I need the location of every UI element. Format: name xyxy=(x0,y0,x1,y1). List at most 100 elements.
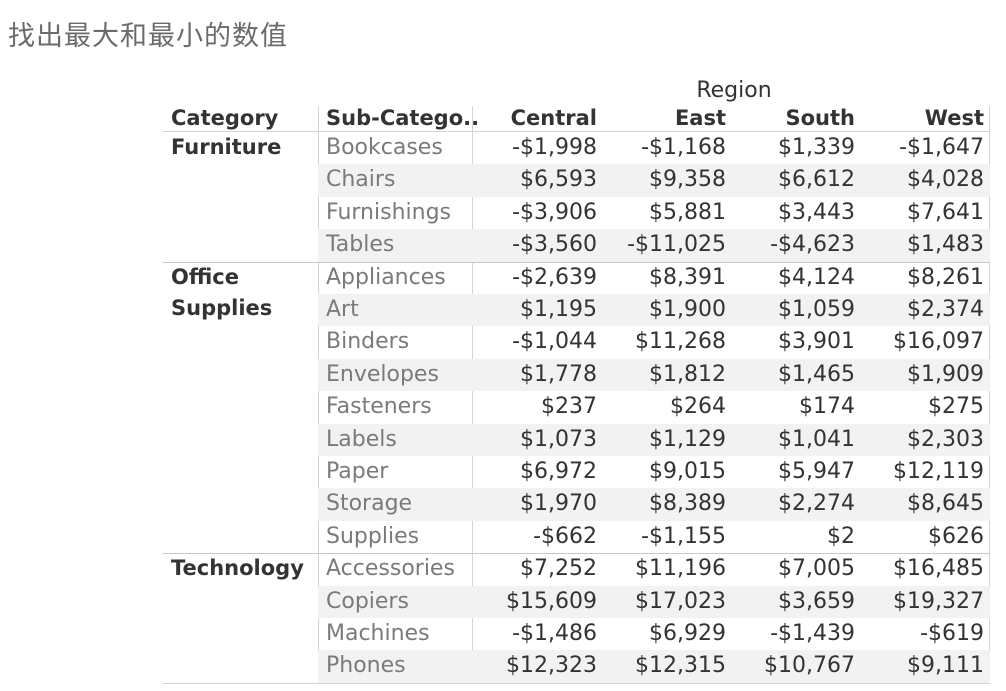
south-value-cell[interactable]: -$4,623 xyxy=(770,232,855,258)
central-value-cell[interactable]: $6,593 xyxy=(520,167,597,193)
west-value-cell[interactable]: -$1,647 xyxy=(899,135,984,160)
west-value-cell[interactable]: $275 xyxy=(928,394,984,420)
south-value-cell[interactable]: $6,612 xyxy=(778,167,855,193)
west-value-cell[interactable]: $19,327 xyxy=(893,588,984,614)
east-value-cell[interactable]: $1,900 xyxy=(649,297,726,322)
south-value-cell[interactable]: $1,041 xyxy=(778,426,855,452)
subcategory-cell[interactable]: Storage xyxy=(326,491,413,517)
west-value-cell[interactable]: $4,028 xyxy=(907,167,984,193)
table-row[interactable]: Accessories $7,252 $11,196 $7,005 $16,485 xyxy=(163,553,990,585)
subcategory-cell[interactable]: Envelopes xyxy=(326,361,439,387)
central-value-cell[interactable]: -$662 xyxy=(533,523,597,549)
table-row[interactable]: Phones $12,323 $12,315 $10,767 $9,111 xyxy=(163,650,990,683)
subcategory-cell[interactable]: Fasteners xyxy=(326,394,432,420)
header-subcategory[interactable]: Sub-Catego.. xyxy=(326,106,480,130)
east-value-cell[interactable]: $6,929 xyxy=(649,621,726,646)
central-value-cell[interactable]: -$1,998 xyxy=(512,135,597,160)
table-row[interactable]: Furnishings -$3,906 $5,881 $3,443 $7,641 xyxy=(163,197,990,229)
central-value-cell[interactable]: -$3,906 xyxy=(512,199,597,225)
west-value-cell[interactable]: $1,909 xyxy=(907,361,984,387)
central-value-cell[interactable]: $15,609 xyxy=(506,588,597,614)
header-category[interactable]: Category xyxy=(171,106,279,130)
region-title[interactable]: Region xyxy=(696,78,772,103)
table-row[interactable]: Paper $6,972 $9,015 $5,947 $12,119 xyxy=(163,456,990,488)
central-value-cell[interactable]: $7,252 xyxy=(520,556,597,582)
west-value-cell[interactable]: $626 xyxy=(928,523,984,549)
subcategory-cell[interactable]: Phones xyxy=(326,653,406,679)
table-row[interactable]: Tables -$3,560 -$11,025 -$4,623 $1,483 xyxy=(163,229,990,262)
central-value-cell[interactable]: $1,195 xyxy=(520,297,597,322)
subcategory-cell[interactable]: Supplies xyxy=(326,523,420,549)
central-value-cell[interactable]: -$1,044 xyxy=(512,329,597,355)
west-value-cell[interactable]: $8,645 xyxy=(907,491,984,517)
south-value-cell[interactable]: $3,659 xyxy=(778,588,855,614)
east-value-cell[interactable]: $17,023 xyxy=(635,588,726,614)
subcategory-cell[interactable]: Accessories xyxy=(326,556,455,582)
central-value-cell[interactable]: -$2,639 xyxy=(512,264,597,290)
south-value-cell[interactable]: -$1,439 xyxy=(770,621,855,646)
table-row[interactable]: Machines -$1,486 $6,929 -$1,439 -$619 xyxy=(163,618,990,650)
subcategory-cell[interactable]: Chairs xyxy=(326,167,396,193)
east-value-cell[interactable]: $12,315 xyxy=(635,653,726,679)
east-value-cell[interactable]: $9,358 xyxy=(649,167,726,193)
west-value-cell[interactable]: $2,303 xyxy=(907,426,984,452)
south-value-cell[interactable]: $1,339 xyxy=(778,135,855,160)
south-value-cell[interactable]: $1,465 xyxy=(778,361,855,387)
south-value-cell[interactable]: $1,059 xyxy=(778,297,855,322)
south-value-cell[interactable]: $7,005 xyxy=(778,556,855,582)
table-row[interactable]: Binders -$1,044 $11,268 $3,901 $16,097 xyxy=(163,326,990,358)
west-value-cell[interactable]: -$619 xyxy=(920,621,984,646)
subcategory-cell[interactable]: Machines xyxy=(326,621,430,646)
east-value-cell[interactable]: $1,129 xyxy=(649,426,726,452)
central-value-cell[interactable]: -$1,486 xyxy=(512,621,597,646)
south-value-cell[interactable]: $5,947 xyxy=(778,459,855,484)
category-label[interactable]: Office xyxy=(171,264,239,289)
east-value-cell[interactable]: -$1,168 xyxy=(641,135,726,160)
subcategory-cell[interactable]: Tables xyxy=(326,232,395,258)
central-value-cell[interactable]: $1,970 xyxy=(520,491,597,517)
header-central[interactable]: Central xyxy=(510,106,597,130)
south-value-cell[interactable]: $3,443 xyxy=(778,199,855,225)
subcategory-cell[interactable]: Paper xyxy=(326,459,389,484)
east-value-cell[interactable]: $8,389 xyxy=(649,491,726,517)
east-value-cell[interactable]: $5,881 xyxy=(649,199,726,225)
west-value-cell[interactable]: $16,485 xyxy=(893,556,984,582)
west-value-cell[interactable]: $16,097 xyxy=(893,329,984,355)
table-row[interactable]: Chairs $6,593 $9,358 $6,612 $4,028 xyxy=(163,164,990,197)
table-row[interactable]: Storage $1,970 $8,389 $2,274 $8,645 xyxy=(163,488,990,521)
table-row[interactable]: Copiers $15,609 $17,023 $3,659 $19,327 xyxy=(163,585,990,618)
subcategory-cell[interactable]: Labels xyxy=(326,426,397,452)
south-value-cell[interactable]: $174 xyxy=(799,394,855,420)
table-row[interactable]: Fasteners $237 $264 $174 $275 xyxy=(163,391,990,423)
south-value-cell[interactable]: $2,274 xyxy=(778,491,855,517)
central-value-cell[interactable]: $237 xyxy=(541,394,597,420)
central-value-cell[interactable]: $1,778 xyxy=(520,361,597,387)
south-value-cell[interactable]: $10,767 xyxy=(764,653,855,679)
east-value-cell[interactable]: -$1,155 xyxy=(641,523,726,549)
west-value-cell[interactable]: $12,119 xyxy=(893,459,984,484)
header-west[interactable]: West xyxy=(924,106,984,130)
table-row[interactable]: Supplies -$662 -$1,155 $2 $626 xyxy=(163,521,990,553)
east-value-cell[interactable]: $9,015 xyxy=(649,459,726,484)
east-value-cell[interactable]: -$11,025 xyxy=(627,232,726,258)
table-row[interactable]: Bookcases -$1,998 -$1,168 $1,339 -$1,647 xyxy=(163,132,990,164)
east-value-cell[interactable]: $264 xyxy=(670,394,726,420)
east-value-cell[interactable]: $11,268 xyxy=(635,329,726,355)
subcategory-cell[interactable]: Appliances xyxy=(326,264,446,290)
table-row[interactable]: Art $1,195 $1,900 $1,059 $2,374 xyxy=(163,294,990,327)
table-row[interactable]: Envelopes $1,778 $1,812 $1,465 $1,909 xyxy=(163,358,990,392)
central-value-cell[interactable]: $1,073 xyxy=(520,426,597,452)
header-south[interactable]: South xyxy=(785,106,856,130)
subcategory-cell[interactable]: Bookcases xyxy=(326,135,443,160)
subcategory-cell[interactable]: Binders xyxy=(326,329,410,355)
west-value-cell[interactable]: $2,374 xyxy=(907,297,984,322)
table-row[interactable]: Labels $1,073 $1,129 $1,041 $2,303 xyxy=(163,423,990,456)
subcategory-cell[interactable]: Furnishings xyxy=(326,199,451,225)
east-value-cell[interactable]: $1,812 xyxy=(649,361,726,387)
header-east[interactable]: East xyxy=(674,106,726,130)
table-row[interactable]: Appliances -$2,639 $8,391 $4,124 $8,261 xyxy=(163,262,990,294)
west-value-cell[interactable]: $8,261 xyxy=(907,264,984,290)
east-value-cell[interactable]: $11,196 xyxy=(635,556,726,582)
south-value-cell[interactable]: $4,124 xyxy=(778,264,855,290)
central-value-cell[interactable]: $12,323 xyxy=(506,653,597,679)
